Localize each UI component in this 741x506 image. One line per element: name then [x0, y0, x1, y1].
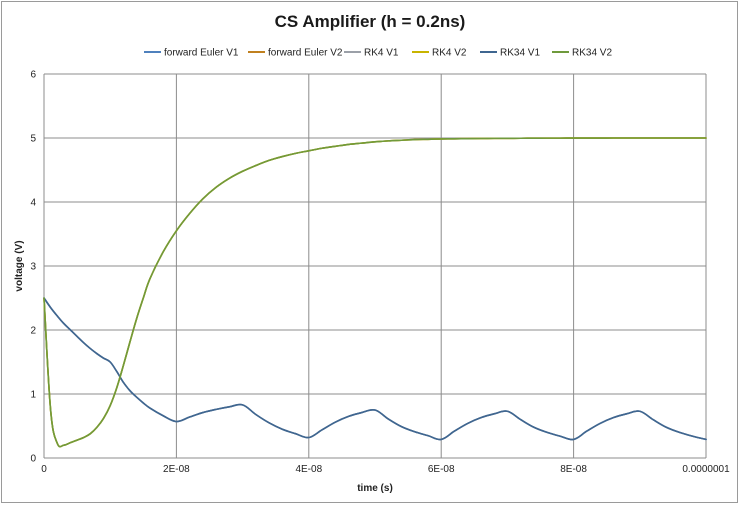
y-tick-label: 3: [30, 262, 36, 273]
y-tick-label: 6: [30, 70, 36, 81]
tick-labels: 0 1 2 3 4 5 6 0 2E-08 4E-08 6E-08 8E-08 0.0000001: [30, 70, 730, 476]
series-layer: [43, 137, 707, 448]
y-tick-label: 4: [30, 198, 36, 209]
series-line-2: [43, 137, 707, 448]
x-tick-label: 2E-08: [163, 464, 190, 475]
legend-entry: RK34 V1: [500, 48, 540, 59]
y-tick-label: 0: [30, 454, 36, 465]
legend-entry: RK4 V2: [432, 48, 467, 59]
x-tick-label: 4E-08: [295, 464, 322, 475]
y-tick-label: 5: [30, 134, 36, 145]
grid-lines: [43, 73, 707, 459]
x-tick-label: 6E-08: [428, 464, 455, 475]
chart-title: CS Amplifier (h = 0.2ns): [275, 12, 466, 31]
legend: forward Euler V1 forward Euler V2 RK4 V1 RK…: [144, 48, 612, 59]
y-tick-label: 1: [30, 390, 36, 401]
y-axis-label: voltage (V): [14, 240, 25, 291]
x-tick-label: 0: [41, 464, 47, 475]
series-line-1: [43, 297, 707, 441]
x-axis-label: time (s): [357, 483, 393, 494]
series-line-6: [43, 137, 707, 448]
legend-entry: RK4 V1: [364, 48, 399, 59]
y-tick-label: 2: [30, 326, 36, 337]
series-line-4: [43, 137, 707, 448]
legend-entry: forward Euler V1: [164, 48, 239, 59]
x-tick-label: 8E-08: [560, 464, 587, 475]
series-line-3: [43, 297, 707, 441]
series-line-5: [43, 297, 707, 441]
x-tick-label: 0.0000001: [682, 464, 730, 475]
legend-entry: RK34 V2: [572, 48, 612, 59]
legend-entry: forward Euler V2: [268, 48, 343, 59]
